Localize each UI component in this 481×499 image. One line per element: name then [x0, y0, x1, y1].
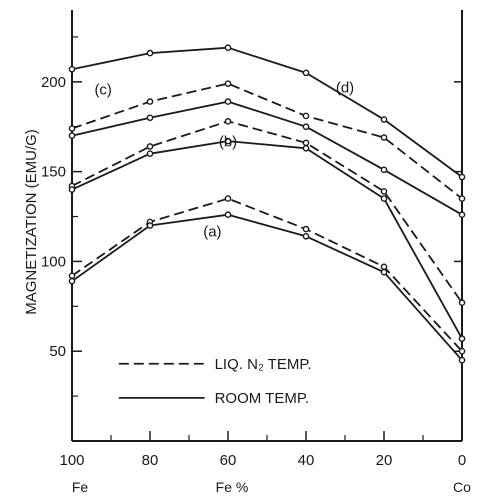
data-point [224, 137, 232, 145]
data-point [224, 211, 232, 219]
data-point [68, 186, 76, 193]
data-point [224, 118, 232, 125]
x-tick-label: 80 [142, 452, 159, 469]
data-point [302, 69, 310, 77]
series-line [71, 120, 463, 304]
curve-annotation: (c) [94, 81, 112, 98]
x-tick-label: 100 [59, 452, 84, 469]
legend-label: LIQ. N₂ TEMP. [215, 356, 312, 373]
data-point [224, 80, 232, 87]
y-tick-label: 100 [41, 253, 66, 270]
curve-annotation: (d) [336, 80, 354, 97]
data-point [380, 166, 388, 174]
data-point [224, 98, 232, 105]
series-line [71, 100, 463, 216]
data-point [458, 195, 466, 202]
series-line [71, 213, 463, 361]
curve-annotation: (b) [219, 133, 237, 150]
data-point [302, 144, 310, 152]
data-point [458, 335, 466, 342]
data-point [302, 139, 310, 147]
y-axis-label: MAGNETIZATION (EMU/G) [23, 129, 40, 315]
data-point [458, 356, 466, 364]
x-tick-label: 0 [458, 452, 466, 469]
x-axis-label: Fe % [216, 479, 249, 495]
series-layer [68, 44, 466, 364]
series-line [71, 82, 463, 200]
legend-label: ROOM TEMP. [215, 390, 309, 407]
series-line [71, 140, 463, 340]
series-0 [68, 195, 466, 355]
data-point [68, 132, 76, 140]
y-tick-label: 200 [41, 74, 66, 91]
data-point [68, 272, 76, 280]
x-axis-end-label-co: Co [453, 479, 471, 495]
data-point [146, 114, 154, 122]
series-4 [68, 80, 466, 202]
data-point [380, 116, 388, 123]
data-point [224, 44, 232, 52]
curve-annotation: (a) [203, 223, 221, 240]
x-tick-label: 40 [298, 452, 315, 469]
data-point [380, 134, 388, 141]
data-point [380, 188, 388, 195]
data-point [458, 211, 466, 219]
series-6 [68, 44, 466, 181]
data-point [302, 112, 310, 120]
data-point [146, 150, 154, 157]
data-point [380, 195, 388, 202]
series-line [71, 197, 463, 352]
data-point [68, 65, 76, 73]
data-point [146, 143, 154, 150]
x-tick-label: 60 [220, 452, 237, 469]
data-point [458, 173, 466, 181]
data-point [68, 277, 76, 285]
series-2 [68, 118, 466, 307]
x-tick-label: 20 [376, 452, 393, 469]
data-point [146, 98, 154, 105]
legend: LIQ. N₂ TEMP. ROOM TEMP. [118, 356, 312, 407]
y-tick-label: 150 [41, 164, 66, 181]
data-point [380, 268, 388, 276]
y-tick-label: 50 [49, 343, 66, 360]
data-point [302, 123, 310, 131]
data-point [302, 225, 310, 233]
data-point [146, 222, 154, 229]
x-axis-end-label-fe: Fe [72, 479, 89, 495]
data-point [458, 299, 466, 307]
data-point [68, 125, 76, 132]
series-line [71, 46, 463, 178]
data-point [146, 49, 154, 57]
series-3 [68, 137, 466, 342]
data-point [224, 195, 232, 202]
data-point [380, 263, 388, 271]
data-point [458, 347, 466, 355]
series-5 [68, 98, 466, 219]
data-point [302, 232, 310, 240]
series-1 [68, 211, 466, 364]
annotation-layer: (a) (b) (c) (d) [94, 80, 354, 241]
